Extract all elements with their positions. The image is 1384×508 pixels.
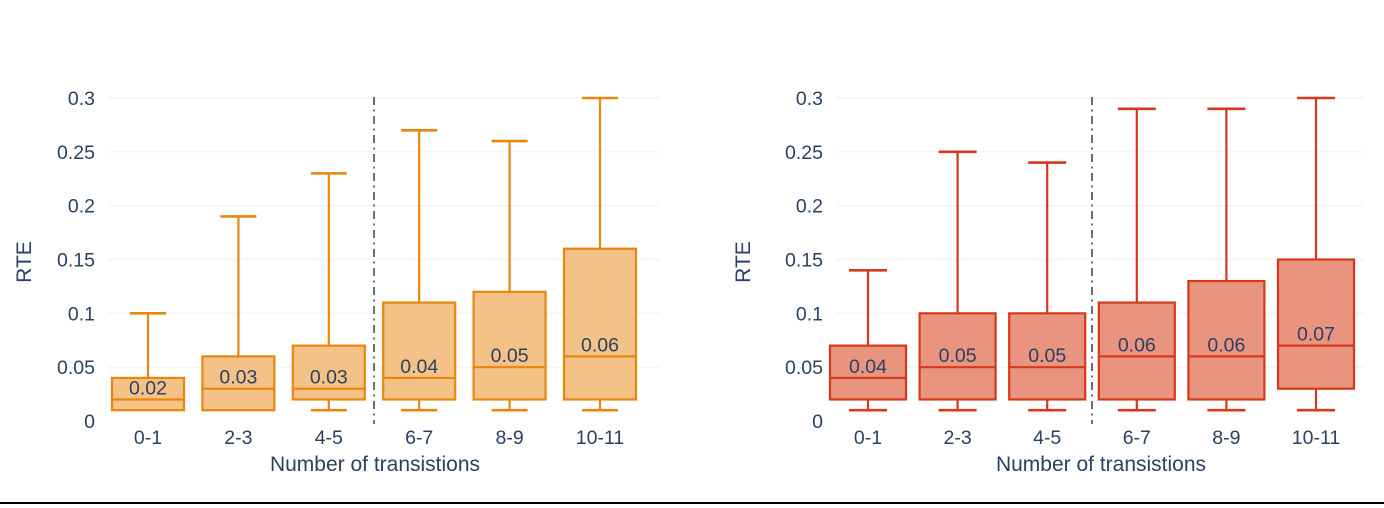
category-label: 0-1 (854, 427, 882, 449)
y-tick-label: 0.2 (796, 196, 823, 218)
box (1008, 312, 1087, 401)
median-label: 0.02 (129, 377, 167, 399)
box (382, 301, 457, 401)
median-label: 0.04 (400, 356, 438, 378)
right-boxplot-chart: 0 0.05 0.1 0.15 0.2 0.25 0.3 RTE 0.04 0-1 0.05 2-3 0… (692, 0, 1384, 508)
left-boxplot-chart: 0 0.05 0.1 0.15 0.2 0.25 0.3 RTE 0.02 0-1 0.03 2-3 0… (13, 88, 660, 476)
x-axis-title: Number of transistions (996, 453, 1206, 476)
median-label: 0.04 (849, 356, 887, 378)
category-label: 10-11 (576, 427, 624, 449)
y-tick-label: 0 (812, 411, 823, 433)
y-tick-label: 0 (84, 411, 95, 433)
y-tick-label: 0.25 (785, 142, 823, 164)
box (1276, 258, 1356, 390)
y-tick-label: 0.2 (68, 196, 95, 218)
median-label: 0.05 (1028, 345, 1066, 367)
x-axis-title: Number of transistions (270, 453, 480, 476)
category-label: 2-3 (224, 427, 252, 449)
median-label: 0.05 (939, 345, 977, 367)
median-label: 0.06 (581, 334, 619, 356)
right-boxplot-svg: 0 0.05 0.1 0.15 0.2 0.25 0.3 RTE 0.04 0-1 0.05 2-3 0… (732, 88, 1364, 476)
box (1187, 279, 1266, 401)
y-tick-label: 0.1 (68, 303, 95, 325)
y-tick-label: 0.3 (68, 88, 95, 110)
y-tick-label: 0.05 (57, 357, 95, 379)
median-label: 0.05 (491, 345, 529, 367)
median-label: 0.06 (1207, 334, 1245, 356)
category-label: 2-3 (944, 427, 972, 449)
left-boxplot-svg: 0 0.05 0.1 0.15 0.2 0.25 0.3 RTE 0.02 0-1 0.03 2-3 0… (13, 88, 660, 476)
box (918, 312, 997, 401)
median-label: 0.03 (310, 367, 348, 389)
category-label: 6-7 (1123, 427, 1151, 449)
category-label: 0-1 (134, 427, 162, 449)
bottom-rule (0, 502, 1384, 504)
y-tick-label: 0.25 (57, 142, 95, 164)
median-label: 0.03 (219, 367, 257, 389)
y-tick-label: 0.1 (796, 303, 823, 325)
category-label: 4-5 (1033, 427, 1061, 449)
box (1097, 301, 1176, 401)
category-label: 10-11 (1292, 427, 1340, 449)
category-label: 6-7 (405, 427, 433, 449)
box (562, 247, 638, 401)
median-label: 0.07 (1297, 324, 1335, 346)
box (201, 355, 276, 412)
y-tick-label: 0.05 (785, 357, 823, 379)
median-label: 0.06 (1118, 334, 1156, 356)
category-label: 8-9 (496, 427, 524, 449)
y-tick-label: 0.3 (796, 88, 823, 110)
category-label: 8-9 (1212, 427, 1240, 449)
y-tick-label: 0.15 (785, 250, 823, 272)
y-axis-title: RTE (13, 241, 36, 283)
y-tick-label: 0.15 (57, 250, 95, 272)
box (828, 344, 908, 401)
box (110, 376, 186, 412)
box (291, 344, 366, 401)
category-label: 4-5 (315, 427, 343, 449)
box (472, 290, 547, 401)
y-axis-title: RTE (732, 241, 755, 283)
